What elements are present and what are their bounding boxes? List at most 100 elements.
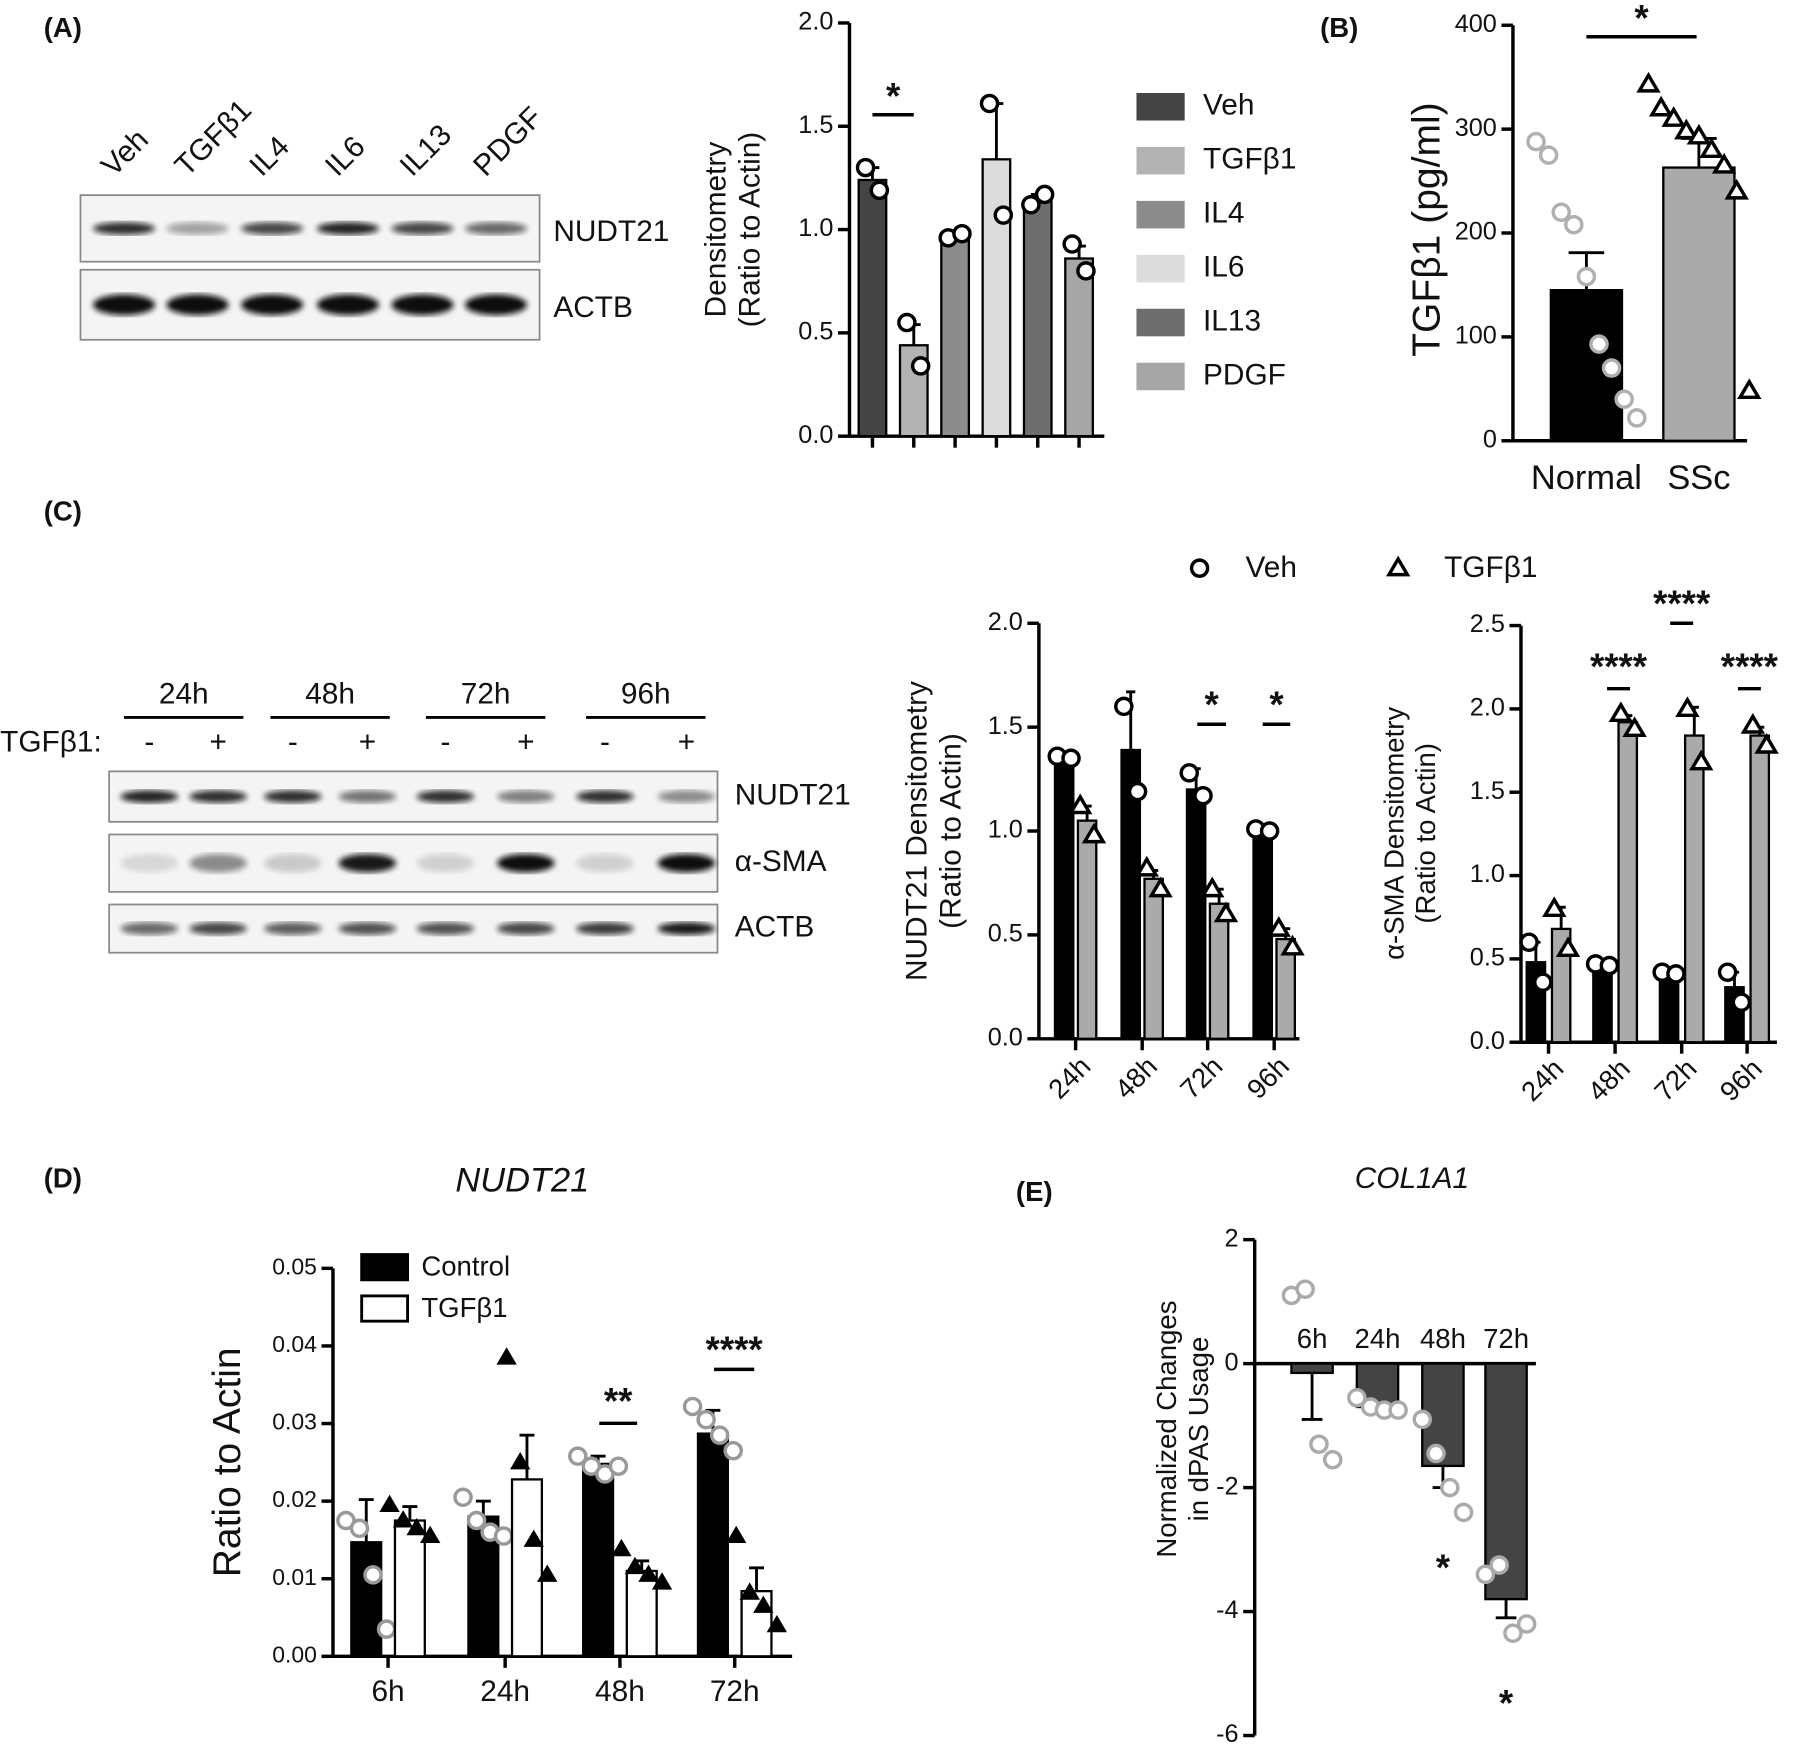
row-label: ACTB	[553, 291, 633, 324]
data-point	[1636, 71, 1661, 93]
bar	[1076, 819, 1098, 1040]
data-point	[1648, 95, 1674, 117]
blot-band	[316, 294, 379, 316]
data-point	[1200, 876, 1225, 898]
data-point	[1021, 195, 1041, 215]
data-point	[766, 1614, 788, 1633]
legend-swatch	[360, 1253, 410, 1282]
bar	[1053, 757, 1075, 1040]
data-point	[509, 1452, 531, 1470]
data-point	[1608, 701, 1634, 723]
blot-band	[189, 853, 247, 873]
data-point	[420, 1525, 441, 1544]
blot-band	[93, 294, 156, 316]
data-point	[1533, 972, 1553, 992]
data-point	[1148, 876, 1173, 898]
x-tick-label: 72h	[1483, 1323, 1529, 1354]
blot-band	[657, 922, 716, 935]
x-tick-label: 24h	[480, 1675, 530, 1708]
x-tick-label: 48h	[1109, 1050, 1163, 1104]
data-point	[1555, 936, 1581, 958]
bar	[857, 178, 888, 438]
legend-swatch	[1136, 254, 1185, 283]
data-point	[1081, 822, 1107, 844]
x-tick-label: 6h	[371, 1675, 404, 1708]
x-tick-label: 96h	[1241, 1050, 1295, 1104]
significance-label: *	[1634, 0, 1649, 38]
bar	[981, 158, 1012, 438]
data-point	[1551, 202, 1571, 222]
data-point	[349, 1518, 370, 1539]
data-point	[568, 1446, 588, 1466]
blot-band	[120, 853, 179, 873]
data-point	[638, 1564, 659, 1582]
sign-label: +	[359, 726, 376, 759]
data-point	[611, 1538, 632, 1557]
x-tick-label: 72h	[710, 1675, 760, 1708]
sign-label: -	[144, 726, 154, 759]
data-point	[1503, 1623, 1523, 1644]
data-point	[1675, 696, 1700, 718]
data-point	[1688, 749, 1714, 771]
data-point	[1127, 781, 1148, 802]
lane-label: IL13	[394, 118, 458, 182]
chart-title: COL1A1	[1355, 1162, 1469, 1195]
significance-label: ****	[706, 1329, 764, 1370]
data-point	[723, 1440, 743, 1461]
blot-band	[338, 790, 397, 803]
y-tick-label: -6	[1216, 1720, 1238, 1747]
legend-label: IL13	[1203, 304, 1261, 337]
data-point	[1266, 916, 1291, 937]
blot-band	[416, 853, 475, 873]
data-point	[1599, 955, 1620, 976]
bar	[1290, 1362, 1334, 1375]
bar	[1143, 877, 1165, 1040]
data-point	[1717, 962, 1738, 982]
x-tick-label: 24h	[1355, 1323, 1401, 1354]
legend-swatch	[1136, 200, 1185, 229]
legend-label: Veh	[1203, 89, 1254, 122]
data-point	[1622, 716, 1647, 738]
y-axis-label: (Ratio to Actin)	[1410, 743, 1441, 924]
y-tick-label: 1.5	[798, 111, 833, 139]
bar	[1022, 199, 1053, 438]
bar	[1749, 734, 1771, 1044]
blot-band	[189, 922, 247, 935]
y-tick-label: 100	[1455, 322, 1497, 350]
data-point	[1686, 123, 1712, 145]
bar	[1484, 1362, 1528, 1601]
data-point	[406, 1517, 427, 1536]
y-tick-label: 2.0	[1470, 694, 1505, 722]
panel-label: (A)	[44, 12, 82, 43]
data-point	[869, 180, 890, 201]
y-tick-label: 0.5	[1470, 944, 1505, 972]
data-point	[979, 93, 1000, 114]
y-tick-label: 400	[1455, 10, 1497, 38]
data-point	[537, 1564, 558, 1582]
sign-label: +	[517, 726, 534, 759]
bar	[393, 1519, 426, 1658]
data-point	[1453, 1502, 1474, 1523]
data-point	[739, 1582, 760, 1600]
blot-band	[264, 922, 322, 935]
y-tick-label: 1.0	[798, 214, 833, 242]
data-point	[910, 356, 931, 376]
legend-swatch	[1136, 308, 1185, 337]
legend-swatch	[1136, 92, 1185, 121]
y-tick-label: 0.0	[798, 421, 833, 449]
data-point	[1134, 855, 1159, 877]
legend-swatch	[1136, 146, 1185, 175]
data-point	[523, 1529, 544, 1547]
blot-band	[391, 222, 454, 235]
treatment-label: TGFβ1:	[0, 726, 102, 759]
data-point	[1034, 184, 1055, 205]
y-tick-label: 0.02	[272, 1486, 317, 1512]
data-point	[651, 1572, 673, 1590]
data-point	[1538, 145, 1559, 165]
data-point	[855, 157, 876, 178]
data-point	[1711, 152, 1737, 174]
data-point	[1426, 1443, 1446, 1464]
bar	[1662, 166, 1736, 442]
bar	[1064, 257, 1094, 438]
